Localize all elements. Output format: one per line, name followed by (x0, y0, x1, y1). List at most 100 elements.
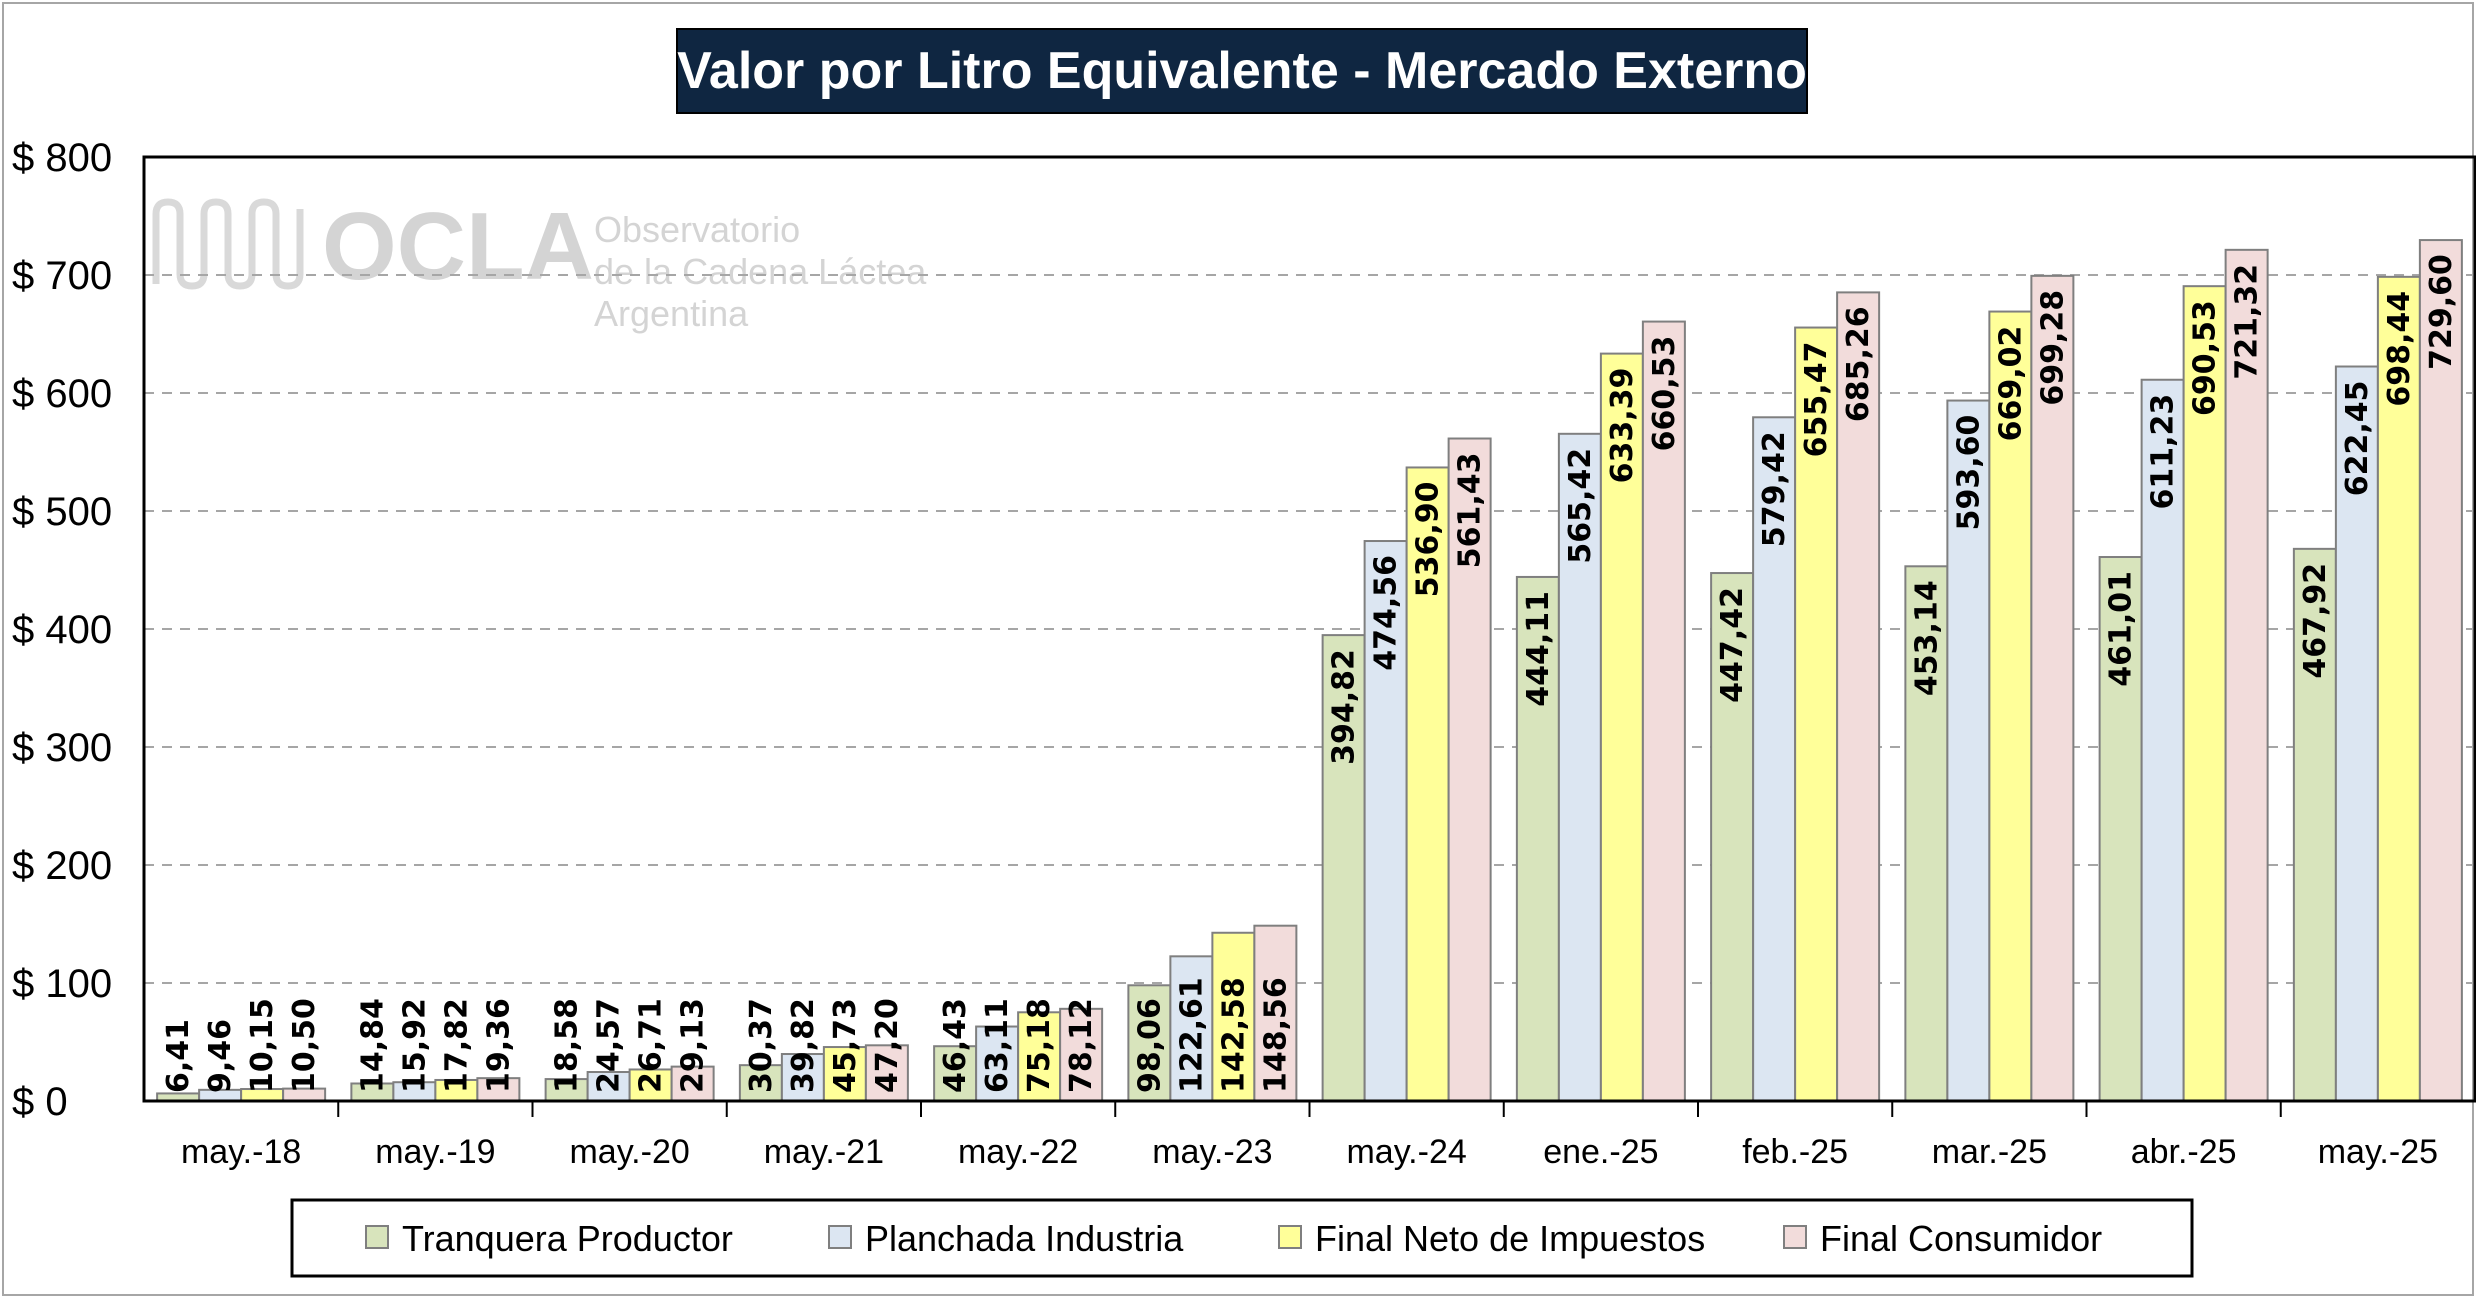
bar (1211, 931, 1256, 1103)
legend-swatch (365, 1225, 389, 1249)
bar (2182, 285, 2227, 1102)
data-label: 474,56 (1369, 555, 1404, 671)
bar (1515, 575, 1560, 1102)
data-label: 148,56 (1258, 977, 1293, 1093)
data-label: 685,26 (1841, 306, 1876, 422)
x-tick-label: abr.-25 (2131, 1133, 2237, 1171)
legend: Tranquera Productor Planchada Industria Fi… (290, 1198, 2194, 1278)
legend-swatch (1278, 1225, 1302, 1249)
x-tick-label: ene.-25 (1543, 1133, 1658, 1171)
data-label: 26,71 (634, 998, 669, 1093)
data-label: 698,44 (2382, 291, 2417, 407)
x-axis-ticks: may.-18 may.-19 may.-20 may.-21 may.-22 may.-… (181, 1101, 2438, 1171)
watermark-brand: OCLA (322, 193, 594, 300)
data-label: 29,13 (676, 998, 711, 1093)
data-label: 669,02 (1993, 326, 2028, 442)
y-tick-label: $ 300 (12, 726, 112, 770)
chart-title: Valor por Litro Equivalente - Mercado Ex… (677, 42, 1807, 100)
data-label: 63,11 (980, 998, 1015, 1093)
x-tick-label: may.-18 (181, 1133, 301, 1171)
legend-label: Planchada Industria (865, 1218, 1184, 1259)
data-label: 690,53 (2188, 300, 2223, 416)
bar (2224, 248, 2269, 1102)
bar (1017, 1011, 1062, 1102)
data-label: 6,41 (161, 1019, 196, 1093)
data-label: 655,47 (1799, 342, 1834, 458)
bar (2292, 547, 2337, 1102)
bar (1363, 540, 1408, 1102)
data-label: 15,92 (397, 998, 432, 1093)
legend-swatch (1783, 1225, 1807, 1249)
data-label: 561,43 (1453, 453, 1488, 569)
watermark-line3: Argentina (594, 293, 749, 334)
bar-chart: Valor por Litro Equivalente - Mercado Ex… (12, 28, 2476, 1278)
watermark-line2: de la Cadena Láctea (594, 251, 927, 292)
data-label: 14,84 (355, 998, 390, 1093)
x-tick-label: may.-21 (764, 1133, 884, 1171)
bars (156, 239, 2463, 1103)
data-label: 593,60 (1951, 415, 1986, 531)
data-label: 46,43 (938, 998, 973, 1093)
chart-title-background (676, 28, 1808, 114)
data-label: 447,42 (1715, 587, 1750, 703)
data-label: 536,90 (1411, 481, 1446, 597)
y-tick-label: $ 200 (12, 844, 112, 888)
data-label: 39,82 (786, 998, 821, 1093)
data-label: 122,61 (1174, 977, 1209, 1093)
bar (1946, 399, 1991, 1102)
bar (1752, 416, 1797, 1102)
y-tick-label: $ 0 (12, 1080, 68, 1124)
data-label: 699,28 (2035, 290, 2070, 406)
y-tick-label: $ 400 (12, 608, 112, 652)
x-tick-label: may.-19 (375, 1133, 495, 1171)
legend-box (290, 1198, 2194, 1278)
data-label: 78,12 (1064, 998, 1099, 1093)
data-label: 17,82 (439, 998, 474, 1093)
data-label: 45,73 (828, 998, 863, 1093)
data-label: 19,36 (481, 998, 516, 1093)
data-label: 565,42 (1563, 448, 1598, 564)
y-tick-label: $ 100 (12, 962, 112, 1006)
legend-label: Tranquera Productor (402, 1218, 733, 1259)
data-label: 10,15 (245, 998, 280, 1093)
bar (780, 1053, 825, 1103)
bar (1794, 326, 1839, 1102)
legend-swatch (828, 1225, 852, 1249)
data-label: 453,14 (1909, 580, 1944, 696)
data-label: 461,01 (2104, 571, 2139, 687)
bar (2418, 239, 2463, 1102)
x-tick-label: may.-24 (1346, 1133, 1466, 1171)
bar (670, 1065, 715, 1102)
bar (1321, 634, 1366, 1103)
ocla-watermark: OCLA Observatorio de la Cadena Láctea Ar… (152, 193, 927, 334)
bar (586, 1071, 631, 1103)
data-label: 142,58 (1216, 977, 1251, 1093)
data-label: 47,20 (870, 998, 905, 1093)
bar (1836, 291, 1881, 1102)
y-tick-label: $ 600 (12, 372, 112, 416)
x-tick-label: may.-23 (1152, 1133, 1272, 1171)
data-label: 30,37 (744, 998, 779, 1093)
data-label: 611,23 (2146, 394, 2181, 510)
data-label: 579,42 (1757, 431, 1792, 547)
data-label: 75,18 (1022, 998, 1057, 1093)
x-tick-label: may.-22 (958, 1133, 1078, 1171)
bar (1059, 1007, 1104, 1103)
chart-title-box: Valor por Litro Equivalente - Mercado Ex… (676, 28, 1808, 114)
data-label: 394,82 (1327, 649, 1362, 765)
x-tick-label: feb.-25 (1742, 1133, 1848, 1171)
data-label: 467,92 (2298, 563, 2333, 679)
y-tick-label: $ 500 (12, 490, 112, 534)
data-labels: 6,41 9,46 10,15 10,50 14,84 15,92 17,82 19,36 18… (161, 254, 2459, 1093)
plot-area-border (142, 155, 2476, 1103)
data-label: 24,57 (592, 998, 627, 1093)
data-label: 9,46 (203, 1019, 238, 1093)
bar (628, 1068, 673, 1102)
bar (1641, 320, 1686, 1102)
legend-label: Final Consumidor (1820, 1218, 2102, 1259)
data-label: 729,60 (2424, 254, 2459, 370)
legend-label: Final Neto de Impuestos (1315, 1218, 1705, 1259)
ocla-logo-icon (152, 198, 304, 290)
y-tick-label: $ 700 (12, 254, 112, 298)
x-tick-label: mar.-25 (1932, 1133, 2047, 1171)
